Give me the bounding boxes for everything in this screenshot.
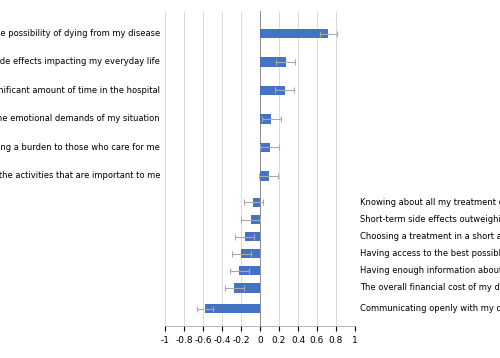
Bar bbox=[241, 249, 260, 258]
Text: Short-term side effects outweighing the benefits: Short-term side effects outweighing the … bbox=[360, 215, 500, 224]
Bar bbox=[260, 171, 268, 180]
Bar bbox=[260, 114, 272, 124]
Bar bbox=[254, 198, 260, 207]
Bar bbox=[205, 304, 260, 314]
Text: Coping with the emotional demands of my situation: Coping with the emotional demands of my … bbox=[0, 115, 160, 124]
Text: Knowing about all my treatment options: Knowing about all my treatment options bbox=[360, 198, 500, 207]
Bar bbox=[250, 215, 260, 224]
Bar bbox=[260, 57, 285, 67]
Text: Long-term side effects impacting my everyday life: Long-term side effects impacting my ever… bbox=[0, 58, 160, 67]
Text: The possibility of dying from my disease: The possibility of dying from my disease bbox=[0, 29, 160, 38]
Text: Choosing a treatment in a short amount of time: Choosing a treatment in a short amount o… bbox=[360, 232, 500, 241]
Text: Spending a significant amount of time in the hospital: Spending a significant amount of time in… bbox=[0, 86, 160, 95]
Text: Having access to the best possible medical care: Having access to the best possible medic… bbox=[360, 249, 500, 258]
Text: The overall financial cost of my disease: The overall financial cost of my disease bbox=[360, 283, 500, 292]
Text: Communicating openly with my doctors: Communicating openly with my doctors bbox=[360, 304, 500, 313]
Bar bbox=[260, 142, 270, 152]
Bar bbox=[239, 266, 260, 276]
Bar bbox=[260, 29, 328, 38]
Bar bbox=[245, 232, 260, 241]
Text: Having enough information about my disease: Having enough information about my disea… bbox=[360, 266, 500, 275]
Bar bbox=[260, 86, 284, 95]
Bar bbox=[234, 283, 260, 292]
Text: Returning to the activities that are important to me: Returning to the activities that are imp… bbox=[0, 171, 160, 180]
Text: Becoming a burden to those who care for me: Becoming a burden to those who care for … bbox=[0, 143, 160, 152]
